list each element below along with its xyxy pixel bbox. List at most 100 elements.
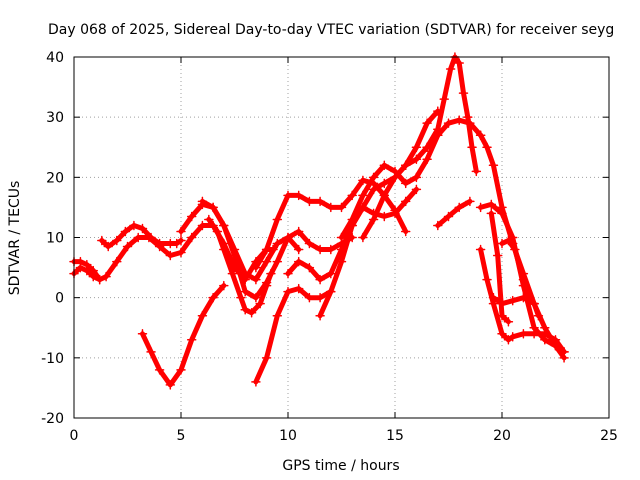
data-point [176,235,186,246]
data-point [272,256,283,267]
data-point [133,232,143,243]
data-point [137,223,148,234]
data-point [97,235,107,246]
data-point [293,283,304,294]
data-point [492,250,503,261]
data-point [518,292,529,303]
data-point [246,307,257,318]
data-point [497,238,507,249]
data-point [94,274,105,285]
data-point [379,178,390,189]
data-point [347,190,357,201]
data-point [208,292,218,303]
data-point [445,64,456,74]
data-point [272,238,283,249]
series-trace-18 [488,210,511,325]
data-point [326,286,336,297]
data-point [347,214,357,225]
data-point [197,310,208,321]
data-point [507,295,518,306]
data-point [518,274,529,285]
y-tick-label: -10 [41,351,64,367]
data-point [471,166,482,177]
data-point [283,190,293,201]
data-point [482,142,492,152]
data-series [69,52,569,390]
data-point [112,256,122,267]
data-point [120,226,131,237]
data-point [261,256,272,267]
data-point [433,124,443,134]
series-trace-8 [253,286,334,385]
data-point [458,88,469,98]
y-tick-label: 30 [46,110,64,126]
x-tick-label: 15 [386,428,404,444]
axis-ticks [73,56,610,419]
x-tick-labels: 0 5 10 15 20 25 [70,428,618,444]
data-point [101,271,111,282]
data-point [261,353,272,363]
data-point [475,244,486,255]
data-point [176,365,186,375]
data-point [368,172,379,183]
data-point [251,377,261,387]
data-point [540,329,550,339]
data-point [304,262,315,273]
data-point [518,329,529,339]
data-point [304,292,315,303]
data-point [176,247,186,258]
series-trace-6 [206,216,274,316]
data-point [503,316,514,327]
data-point [529,329,539,339]
y-tick-labels: -20 -10 0 10 20 30 40 [41,50,64,427]
data-point [379,211,390,222]
data-point [304,196,315,207]
data-point [475,202,486,213]
y-axis-label: SDTVAR / TECUs [7,181,23,296]
data-point [236,292,246,303]
data-point [315,196,325,207]
data-point [227,268,238,279]
data-point [533,310,544,321]
data-point [454,115,464,125]
data-point [146,232,156,243]
data-point [266,268,276,279]
data-point [272,310,283,321]
data-point [336,256,347,267]
series-trace-14 [424,54,479,174]
data-point [229,250,240,261]
data-point [326,202,336,213]
data-point [400,178,411,189]
data-point [88,265,99,276]
data-point [379,160,390,171]
data-point [336,202,347,213]
x-tick-label: 10 [279,428,297,444]
data-point [165,250,176,261]
data-point [422,142,432,152]
data-point [400,196,411,207]
data-point [411,172,422,183]
data-point [146,347,156,357]
data-point [240,304,250,315]
x-tick-label: 25 [600,428,618,444]
data-point [293,256,304,267]
data-point [529,298,539,309]
data-point [122,241,133,252]
x-tick-label: 5 [177,428,186,444]
data-point [186,211,197,222]
data-point [443,211,454,222]
data-point [465,196,475,207]
y-tick-label: 0 [55,291,64,307]
data-point [482,274,492,285]
data-point [358,190,368,201]
data-point [197,220,208,231]
y-tick-label: 40 [46,50,64,66]
data-point [251,292,261,303]
data-point [112,235,122,246]
data-point [390,172,400,183]
y-tick-label: -20 [41,411,64,427]
data-point [204,214,214,225]
data-point [390,208,400,219]
data-point [82,259,92,270]
data-point [75,256,86,267]
